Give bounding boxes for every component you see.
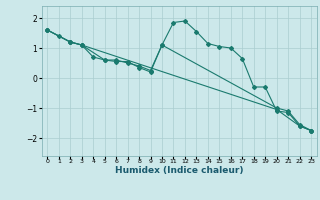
X-axis label: Humidex (Indice chaleur): Humidex (Indice chaleur) xyxy=(115,166,244,175)
